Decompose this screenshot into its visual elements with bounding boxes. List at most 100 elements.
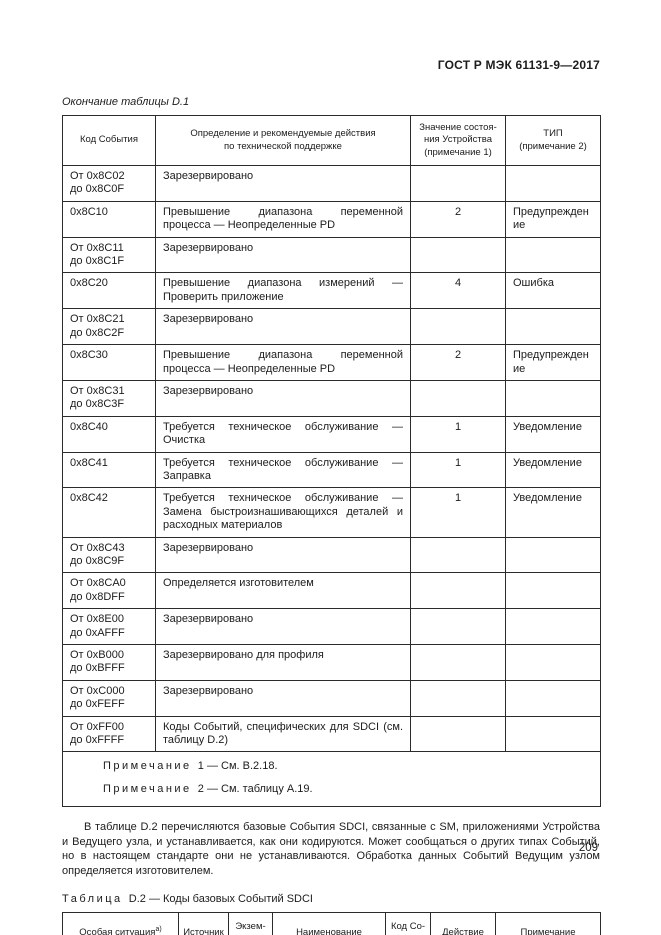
note-text: — См. таблицу А.19. xyxy=(206,782,313,795)
table-d1: Код События Определение и рекомендуемые … xyxy=(62,114,601,808)
col-header-name: Наименование xyxy=(272,912,386,935)
table-d2-caption-label: Таблица xyxy=(62,893,123,906)
cell-event-code: От 0xFF00 до 0xFFFF xyxy=(62,715,156,753)
cell-type xyxy=(505,572,601,610)
cell-type xyxy=(505,165,601,202)
cell-device-state: 1 xyxy=(410,487,506,538)
table-row: От 0xB000 до 0xBFFF Зарезервировано для … xyxy=(62,644,601,681)
cell-device-state xyxy=(410,679,506,717)
document-header: ГОСТ Р МЭК 61131-9—2017 xyxy=(437,58,600,72)
table-row: От 0x8C02 до 0x8C0F Зарезервировано xyxy=(62,165,601,202)
table-row: 0x8C42 Требуется техническое обслуживани… xyxy=(62,487,601,538)
col-header-event-code: Код Со- бытия xyxy=(385,912,431,935)
col-header-situation-text: Особая ситуация xyxy=(79,927,156,935)
cell-event-code: От 0xC000 до 0xFEFF xyxy=(62,679,156,717)
note-label: Примечание xyxy=(103,782,192,795)
table-d2-caption: Таблица D.2 — Коды базовых Событий SDCI xyxy=(62,893,600,905)
table-row: 0x8C20 Превышение диапазона измерений — … xyxy=(62,272,601,310)
cell-event-code: От 0x8CA0 до 0x8DFF xyxy=(62,572,156,610)
cell-event-code: 0x8C42 xyxy=(62,487,156,538)
cell-type: Ошибка xyxy=(505,272,601,310)
cell-type: Предупреждение xyxy=(505,344,601,381)
col-header-source: Источник xyxy=(178,912,229,935)
table-row: От 0x8C11 до 0x8C1F Зарезервировано xyxy=(62,236,601,274)
note-number: 2 xyxy=(197,782,204,795)
cell-definition: Зарезервировано xyxy=(155,536,411,574)
table-row: От 0x8E00 до 0xAFFF Зарезервировано xyxy=(62,608,601,645)
table-row: От 0x8CA0 до 0x8DFF Определяется изготов… xyxy=(62,572,601,610)
table-d1-notes: Примечание 1 — См. В.2.18. Примечание 2 … xyxy=(62,751,601,808)
note-number: 1 xyxy=(197,760,204,773)
note-2: Примечание 2 — См. таблицу А.19. xyxy=(103,783,593,796)
cell-event-code: 0x8C20 xyxy=(62,272,156,310)
cell-definition: Требуется техническое обслуживание — Очи… xyxy=(155,415,411,453)
col-header-definition: Определение и рекомендуемые действия по … xyxy=(155,114,411,167)
col-header-note: Примечание xyxy=(495,912,601,935)
cell-event-code: От 0x8C02 до 0x8C0F xyxy=(62,165,156,202)
cell-event-code: 0x8C30 xyxy=(62,344,156,381)
cell-definition: Превышение диапазона переменной процесса… xyxy=(155,200,411,238)
cell-definition: Требуется техническое обслуживание — Зам… xyxy=(155,487,411,538)
table-row: От 0xC000 до 0xFEFF Зарезервировано xyxy=(62,679,601,717)
cell-device-state xyxy=(410,165,506,202)
table-row: 0x8C30 Превышение диапазона переменной п… xyxy=(62,344,601,381)
cell-device-state xyxy=(410,236,506,274)
cell-type xyxy=(505,308,601,346)
cell-device-state: 4 xyxy=(410,272,506,310)
cell-type: Предупреждение xyxy=(505,200,601,238)
cell-event-code: От 0x8C43 до 0x8C9F xyxy=(62,536,156,574)
cell-event-code: От 0x8E00 до 0xAFFF xyxy=(62,608,156,645)
note-text: — См. В.2.18. xyxy=(206,760,278,773)
cell-event-code: От 0xB000 до 0xBFFF xyxy=(62,644,156,681)
cell-definition: Зарезервировано xyxy=(155,608,411,645)
cell-type xyxy=(505,236,601,274)
page-number: 209 xyxy=(578,842,598,854)
cell-device-state: 2 xyxy=(410,344,506,381)
cell-type xyxy=(505,715,601,753)
col-header-instance: Экзем- пляр xyxy=(228,912,273,935)
table-d2-caption-text: D.2 — Коды базовых Событий SDCI xyxy=(128,893,313,906)
col-header-situation-footnote-marker: а) xyxy=(155,926,162,934)
cell-definition: Зарезервировано для профиля xyxy=(155,644,411,681)
table-d1-notes-row: Примечание 1 — См. В.2.18. Примечание 2 … xyxy=(62,751,601,808)
cell-event-code: 0x8C41 xyxy=(62,451,156,489)
note-1: Примечание 1 — См. В.2.18. xyxy=(103,760,593,773)
cell-type xyxy=(505,608,601,645)
cell-definition: Зарезервировано xyxy=(155,165,411,202)
cell-definition: Зарезервировано xyxy=(155,236,411,274)
cell-definition: Зарезервировано xyxy=(155,308,411,346)
cell-definition: Зарезервировано xyxy=(155,679,411,717)
cell-definition: Зарезервировано xyxy=(155,379,411,417)
table-d1-continuation-caption: Окончание таблицы D.1 xyxy=(62,96,190,108)
cell-definition: Превышение диапазона переменной процесса… xyxy=(155,344,411,381)
cell-device-state xyxy=(410,379,506,417)
cell-event-code: От 0x8C11 до 0x8C1F xyxy=(62,236,156,274)
cell-type: Уведомление xyxy=(505,451,601,489)
cell-type xyxy=(505,379,601,417)
col-header-situation: Особая ситуацияа) xyxy=(62,912,179,935)
table-row: 0x8C10 Превышение диапазона переменной п… xyxy=(62,200,601,238)
table-row: От 0x8C21 до 0x8C2F Зарезервировано xyxy=(62,308,601,346)
cell-device-state: 1 xyxy=(410,415,506,453)
page-content: ГОСТ Р МЭК 61131-9—2017 Окончание таблиц… xyxy=(62,0,601,935)
table-d1-header-row: Код События Определение и рекомендуемые … xyxy=(62,114,601,167)
cell-type: Уведомление xyxy=(505,487,601,538)
col-header-event-code: Код События xyxy=(62,114,156,167)
cell-event-code: От 0x8C21 до 0x8C2F xyxy=(62,308,156,346)
table-row: От 0x8C43 до 0x8C9F Зарезервировано xyxy=(62,536,601,574)
cell-definition: Определяется изготовителем xyxy=(155,572,411,610)
cell-type xyxy=(505,679,601,717)
cell-type xyxy=(505,536,601,574)
cell-type: Уведомление xyxy=(505,415,601,453)
cell-device-state xyxy=(410,308,506,346)
table-d2-header-row: Особая ситуацияа) Источник Экзем- пляр Н… xyxy=(62,912,601,935)
table-d2: Особая ситуацияа) Источник Экзем- пляр Н… xyxy=(62,912,601,935)
col-header-device-state: Значение состоя- ния Устройства (примеча… xyxy=(410,114,506,167)
cell-event-code: 0x8C40 xyxy=(62,415,156,453)
table-row: От 0xFF00 до 0xFFFF Коды Событий, специф… xyxy=(62,715,601,753)
cell-device-state xyxy=(410,572,506,610)
cell-event-code: 0x8C10 xyxy=(62,200,156,238)
cell-device-state xyxy=(410,644,506,681)
cell-device-state xyxy=(410,715,506,753)
